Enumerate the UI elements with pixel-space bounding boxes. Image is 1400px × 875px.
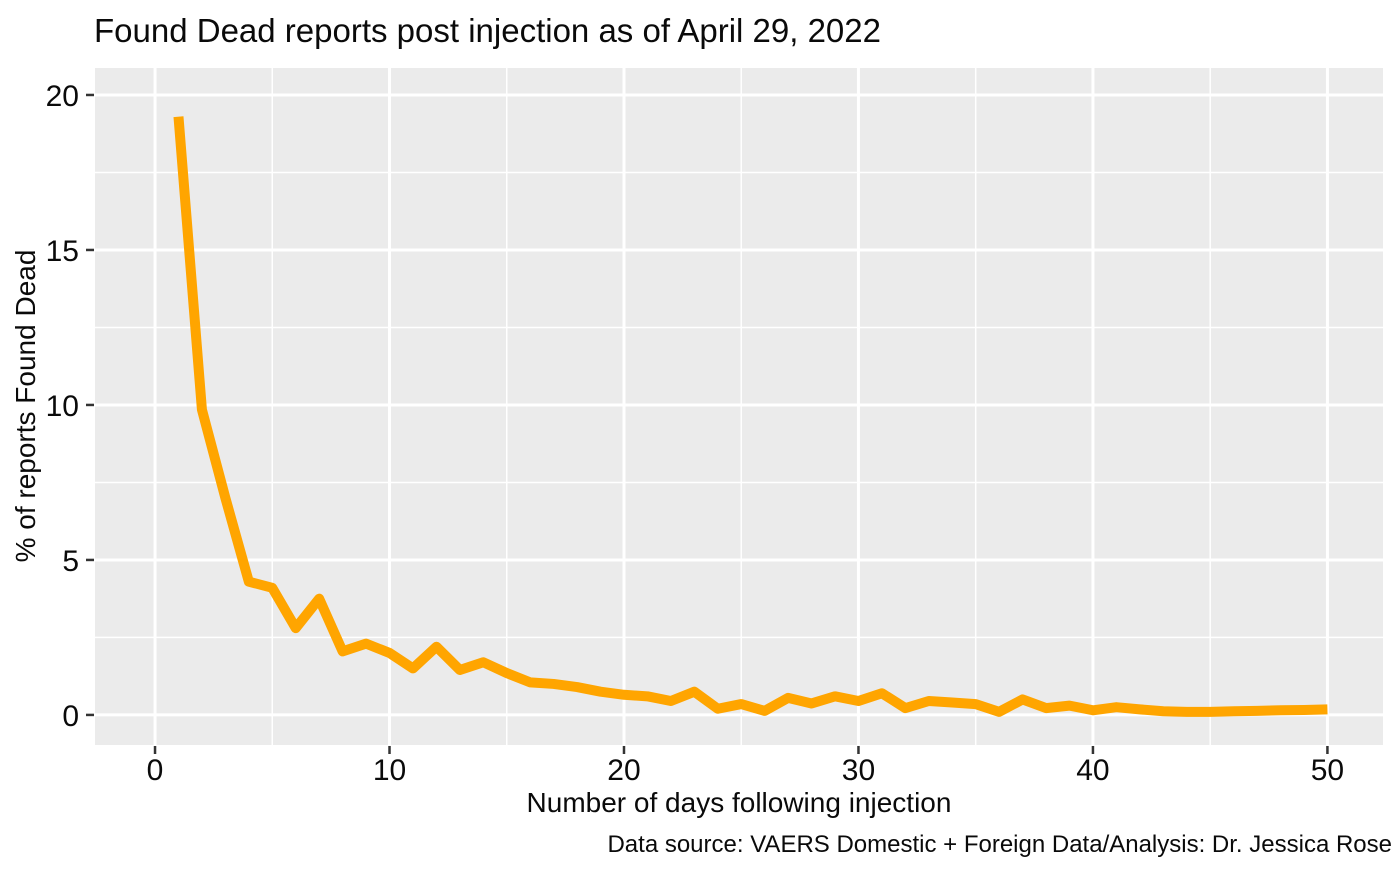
chart-title: Found Dead reports post injection as of … [94,12,881,49]
y-axis-tick-label: 10 [46,390,79,423]
x-axis-tick-label: 0 [147,754,164,787]
y-axis-tick-label: 15 [46,235,79,268]
x-axis-tick-label: 40 [1076,754,1109,787]
y-axis-tick-label: 5 [62,545,79,578]
found-dead-line-series [173,116,1328,717]
x-axis-tick-label: 10 [373,754,406,787]
x-axis-tick-label: 30 [842,754,875,787]
y-axis-tick-label: 20 [46,80,79,113]
x-axis-tick-label: 50 [1311,754,1344,787]
data-source-caption: Data source: VAERS Domestic + Foreign Da… [607,831,1392,858]
x-axis-title: Number of days following injection [526,787,952,818]
y-axis-title: % of reports Found Dead [10,249,41,563]
x-axis-tick-label: 20 [607,754,640,787]
plot-panel [95,68,1383,745]
y-axis-tick-label: 0 [62,700,79,733]
